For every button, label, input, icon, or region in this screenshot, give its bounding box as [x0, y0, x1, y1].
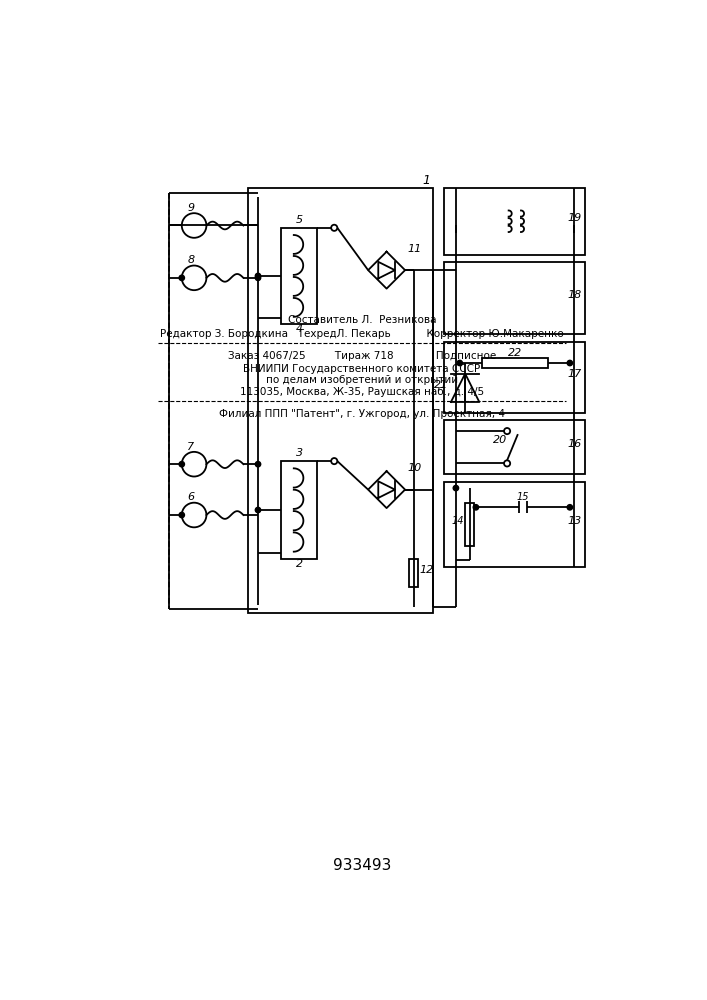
Bar: [444, 420, 585, 474]
Text: 19: 19: [567, 213, 581, 223]
Text: Составитель Л.  Резникова: Составитель Л. Резникова: [288, 315, 436, 325]
Bar: [281, 461, 317, 559]
Circle shape: [331, 225, 337, 231]
Bar: [248, 188, 433, 613]
Text: Редактор З. Бородкина   ТехредЛ. Пекарь           Корректор Ю.Макаренко: Редактор З. Бородкина ТехредЛ. Пекарь Ко…: [160, 329, 563, 339]
Text: 3: 3: [296, 448, 303, 458]
Circle shape: [255, 275, 261, 281]
Bar: [444, 342, 585, 413]
Text: 14: 14: [451, 516, 464, 526]
Bar: [444, 482, 585, 567]
Bar: [281, 228, 317, 324]
Circle shape: [179, 275, 185, 281]
Circle shape: [457, 360, 462, 366]
Text: 11: 11: [407, 244, 421, 254]
Bar: [465, 503, 474, 546]
Text: 15: 15: [517, 492, 529, 502]
Circle shape: [473, 505, 479, 510]
Text: 9: 9: [187, 203, 194, 213]
Circle shape: [255, 461, 261, 467]
Bar: [409, 559, 418, 587]
Text: 7: 7: [187, 442, 194, 452]
Text: 8: 8: [187, 255, 194, 265]
Text: 4: 4: [296, 324, 303, 334]
Text: 17: 17: [567, 369, 581, 379]
Text: 13: 13: [567, 516, 581, 526]
Text: 6: 6: [187, 492, 194, 502]
Bar: [444, 262, 585, 334]
Text: 933493: 933493: [333, 858, 391, 873]
Text: 113035, Москва, Ж-35, Раушская наб., д. 4/5: 113035, Москва, Ж-35, Раушская наб., д. …: [240, 387, 484, 397]
Circle shape: [567, 360, 573, 366]
Circle shape: [179, 512, 185, 518]
Text: 10: 10: [407, 463, 421, 473]
Text: 12: 12: [420, 565, 434, 575]
Circle shape: [331, 458, 337, 464]
Text: 1: 1: [423, 174, 431, 187]
Bar: [444, 188, 585, 255]
Circle shape: [255, 273, 261, 279]
Text: 22: 22: [508, 348, 522, 358]
Circle shape: [179, 461, 185, 467]
Text: 20: 20: [493, 435, 508, 445]
Bar: [481, 358, 548, 368]
Text: Заказ 4067/25         Тираж 718             Подписное: Заказ 4067/25 Тираж 718 Подписное: [228, 351, 496, 361]
Text: 16: 16: [567, 439, 581, 449]
Circle shape: [567, 505, 573, 510]
Text: по делам изобретений и открытий: по делам изобретений и открытий: [266, 375, 458, 385]
Circle shape: [504, 428, 510, 434]
Text: 21: 21: [434, 380, 449, 390]
Circle shape: [504, 460, 510, 467]
Circle shape: [453, 485, 459, 491]
Circle shape: [255, 507, 261, 513]
Text: 2: 2: [296, 559, 303, 569]
Text: 5: 5: [296, 215, 303, 225]
Text: Филиал ППП "Патент", г. Ужгород, ул. Проектная, 4: Филиал ППП "Патент", г. Ужгород, ул. Про…: [219, 409, 505, 419]
Text: 18: 18: [567, 290, 581, 300]
Text: ВНИИПИ Государственного комитета СССР: ВНИИПИ Государственного комитета СССР: [243, 364, 481, 374]
